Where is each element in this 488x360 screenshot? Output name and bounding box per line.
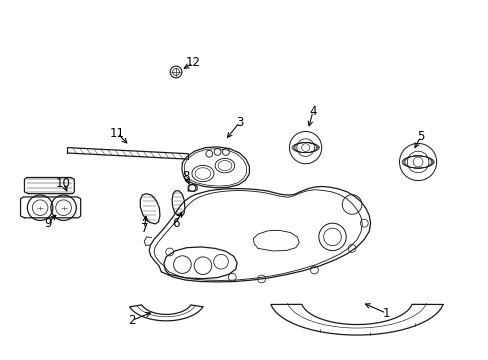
Text: 9: 9: [44, 217, 52, 230]
Text: 12: 12: [185, 57, 200, 69]
Text: 10: 10: [56, 177, 71, 190]
Text: 6: 6: [172, 217, 180, 230]
Text: 1: 1: [382, 307, 389, 320]
Text: 8: 8: [182, 170, 189, 183]
Text: 4: 4: [308, 105, 316, 118]
Text: 5: 5: [416, 130, 424, 143]
Text: 11: 11: [110, 127, 124, 140]
Text: 2: 2: [128, 314, 136, 327]
Text: 3: 3: [235, 116, 243, 129]
Text: 7: 7: [140, 222, 148, 235]
